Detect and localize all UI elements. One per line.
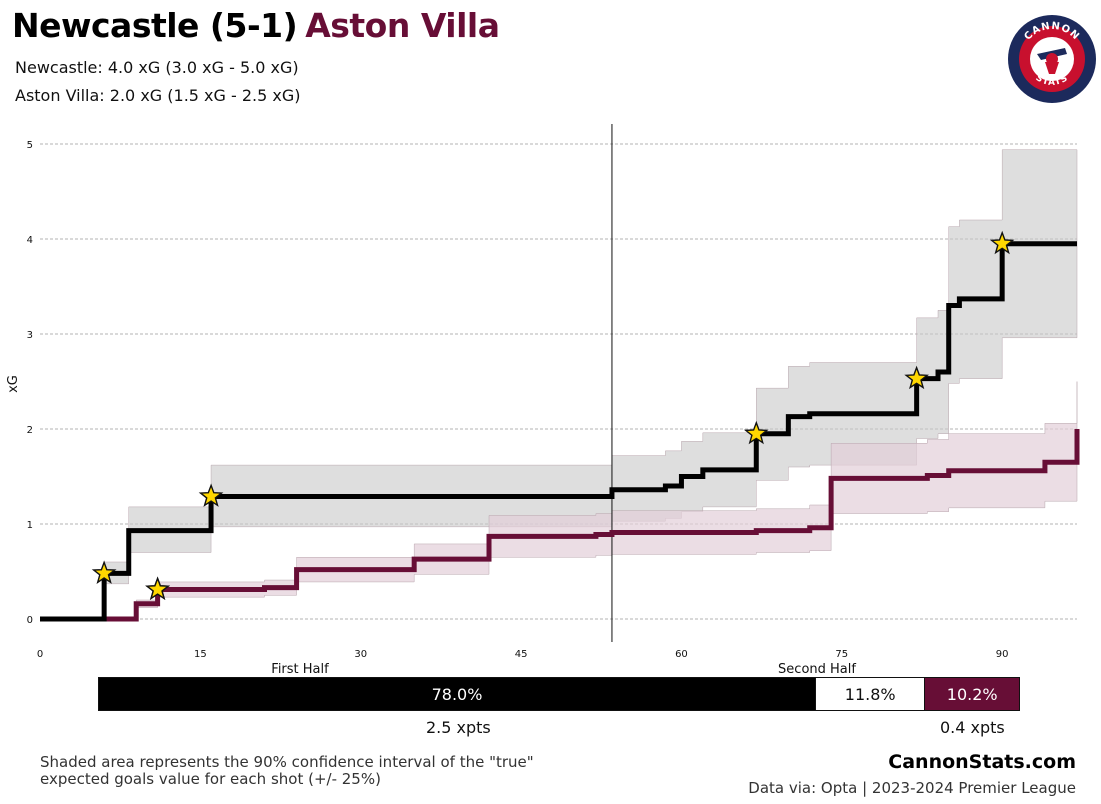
goal-star-icon: [904, 365, 929, 390]
goal-star-icon: [743, 420, 769, 445]
goal-star-icon: [989, 230, 1015, 255]
newcastle-xg-line: [40, 241, 1077, 622]
away-xg-summary: Aston Villa: 2.0 xG (1.5 xG - 2.5 xG): [15, 86, 301, 105]
aston-villa-xg-line: [40, 429, 1080, 622]
away-win-probability: 10.2%: [925, 678, 1020, 710]
draw-probability: 11.8%: [815, 678, 926, 710]
y-tick-label: 1: [27, 520, 33, 531]
y-tick-label: 2: [27, 425, 33, 436]
home-xg-summary: Newcastle: 4.0 xG (3.0 xG - 5.0 xG): [15, 58, 299, 77]
x-tick-label: 15: [194, 649, 207, 660]
brand-name: CannonStats.com: [888, 751, 1076, 773]
goal-star-icon: [198, 483, 224, 507]
goal-star-icon: [91, 560, 117, 584]
confidence-note: Shaded area represents the 90% confidenc…: [40, 753, 534, 788]
xg-lines: [40, 241, 1080, 622]
first-half-label: First Half: [271, 662, 329, 677]
goal-star-icon: [145, 576, 170, 601]
away-team-title: Aston Villa: [305, 6, 500, 45]
x-tick-label: 60: [675, 649, 688, 660]
away-xpts: 0.4 xpts: [940, 718, 1005, 737]
home-team-title: Newcastle (5-1): [12, 6, 298, 45]
match-title: Newcastle (5-1) Aston Villa: [12, 6, 500, 45]
x-tick-label: 90: [996, 649, 1009, 660]
goal-markers: [91, 230, 1015, 601]
y-axis-label: xG: [6, 375, 21, 393]
cannon-stats-logo: CANNON STATS: [1008, 15, 1096, 103]
y-tick-label: 3: [27, 330, 33, 341]
second-half-label: Second Half: [778, 662, 856, 677]
home-win-probability: 78.0%: [99, 678, 816, 710]
y-tick-label: 0: [27, 615, 33, 626]
x-tick-label: 75: [835, 649, 848, 660]
win-probability-bar: 78.0% 11.8% 10.2%: [98, 677, 1020, 711]
y-tick-label: 5: [27, 140, 33, 151]
x-tick-label: 0: [37, 649, 43, 660]
svg-text:STATS: STATS: [1034, 73, 1071, 88]
y-tick-label: 4: [27, 235, 33, 246]
x-tick-label: 30: [354, 649, 367, 660]
logo-bottom-text: STATS: [1034, 73, 1070, 88]
x-tick-label: 45: [515, 649, 528, 660]
home-xpts: 2.5 xpts: [426, 718, 491, 737]
data-source: Data via: Opta | 2023-2024 Premier Leagu…: [748, 779, 1076, 797]
